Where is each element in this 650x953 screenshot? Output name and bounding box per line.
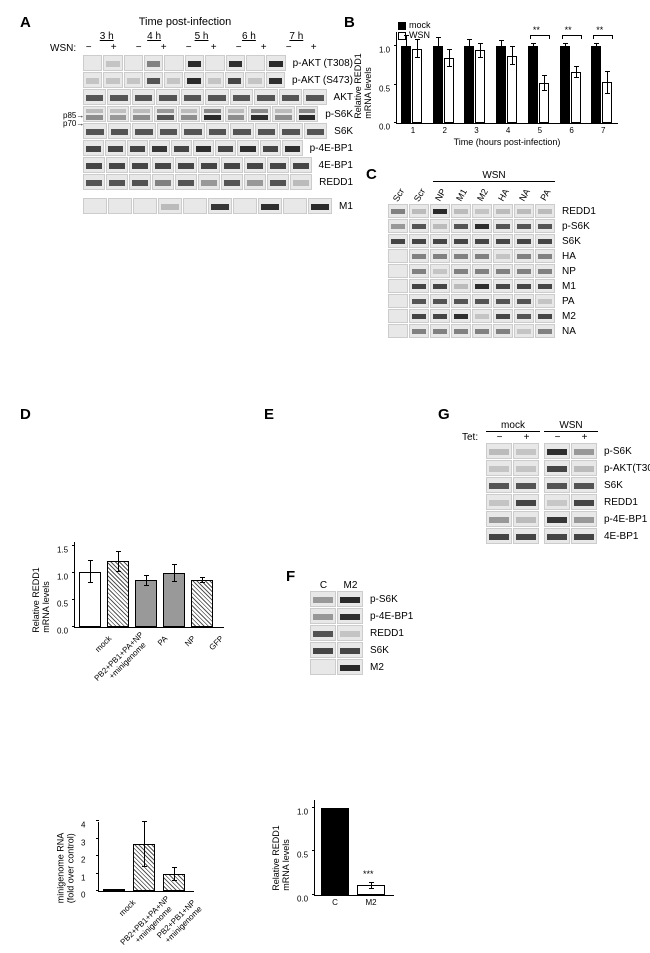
wsn-label: WSN: xyxy=(50,43,76,54)
panel-d-label: D xyxy=(20,406,31,423)
pd-bot-ylabel: minigenome RNA(fold over control) xyxy=(55,833,75,904)
panel-f: CM2 p-S6Kp-4E-BP1REDD1S6KM2 xyxy=(310,580,413,676)
legend-mock: mock xyxy=(409,20,431,30)
panel-b-ylabel: Relative REDD1mRNA levels xyxy=(353,53,373,119)
panel-a-label: A xyxy=(20,14,31,31)
legend-mock-swatch xyxy=(398,22,406,30)
panel-b-label: B xyxy=(344,14,355,31)
pe-ylabel: Relative REDD1mRNA levels xyxy=(271,825,291,891)
panel-a-title: Time post-infection xyxy=(50,16,320,28)
panel-c-label: C xyxy=(366,166,377,183)
panel-e-chart: Relative REDD1mRNA levels 0.00.51.0CM2**… xyxy=(286,796,426,926)
panel-g: mock WSN Tet: −+−+ p-S6Kp-AKT(T308)S6KRE… xyxy=(462,420,650,545)
panel-b-chart: mock WSN Relative REDD1mRNA levels 0.00.… xyxy=(368,22,628,152)
panel-g-label: G xyxy=(438,406,450,423)
tet-label: Tet: xyxy=(462,432,486,443)
panel-a-pm: −+−+−+−+−+ xyxy=(76,42,326,53)
pd-top-ylabel: Relative REDD1mRNA levels xyxy=(31,567,51,633)
panel-d-top: Relative REDD1mRNA levels 0.00.51.01.5mo… xyxy=(46,542,246,672)
panel-d-bottom: minigenome RNA(fold over control) 01234m… xyxy=(72,822,232,942)
pg-wsn: WSN xyxy=(544,420,598,432)
panel-c-wsn: WSN xyxy=(433,170,555,182)
panel-a-times: 3 h4 h5 h6 h7 h xyxy=(83,31,320,42)
panel-f-label: F xyxy=(286,568,295,585)
panel-b-xlabel: Time (hours post-infection) xyxy=(396,137,618,147)
panel-e-label: E xyxy=(264,406,274,423)
pg-mock: mock xyxy=(486,420,540,432)
panel-c: WSN ScrScrNPM1M2HANAPA REDD1p-S6KS6KHANP… xyxy=(388,176,618,339)
panel-a: Time post-infection 3 h4 h5 h6 h7 h WSN:… xyxy=(50,16,320,215)
